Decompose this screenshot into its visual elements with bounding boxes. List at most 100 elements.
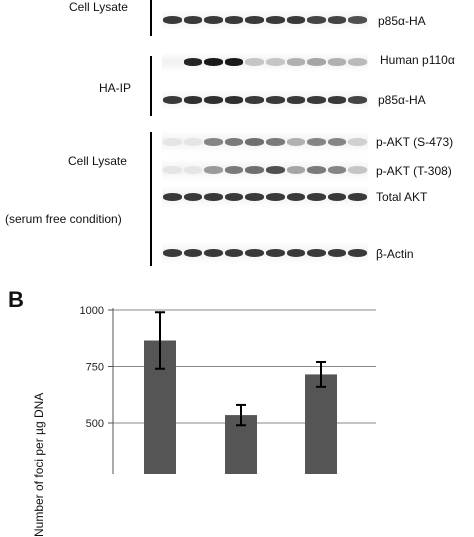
blot-band bbox=[163, 193, 182, 201]
blot-label-p85-ip: p85α-HA bbox=[378, 93, 426, 107]
blot-label-total-akt: Total AKT bbox=[376, 190, 428, 204]
group-label-cell-lysate-bottom: Cell Lysate bbox=[68, 154, 127, 168]
blot-band bbox=[327, 138, 347, 146]
blot-band bbox=[163, 16, 182, 24]
blot-band bbox=[286, 249, 306, 257]
blot-band bbox=[286, 193, 306, 201]
blot-band bbox=[348, 249, 367, 257]
blot-band bbox=[245, 16, 264, 24]
blot-band bbox=[286, 96, 306, 104]
blot-band bbox=[224, 138, 244, 146]
blot-band bbox=[204, 138, 223, 146]
blot-label-pakt-t308: p-AKT (T-308) bbox=[376, 164, 452, 178]
blot-band bbox=[163, 138, 182, 146]
blot-band bbox=[245, 96, 264, 104]
blot-band bbox=[245, 249, 264, 257]
blot-band bbox=[224, 166, 244, 174]
blot-band bbox=[307, 193, 326, 201]
blot-band bbox=[204, 193, 223, 201]
blot-band bbox=[266, 249, 285, 257]
blot-band bbox=[266, 166, 285, 174]
group-label-serum-free: (serum free condition) bbox=[5, 212, 122, 226]
blot-band bbox=[183, 16, 203, 24]
bar-chart: 1000 750 500 bbox=[80, 305, 376, 474]
blot-band bbox=[327, 96, 347, 104]
blot-band bbox=[266, 58, 285, 66]
y-tick-label: 1000 bbox=[80, 305, 104, 317]
blot-band bbox=[163, 249, 182, 257]
blot-band bbox=[245, 193, 264, 201]
blot-band bbox=[307, 166, 326, 174]
blot-pakt-s473 bbox=[162, 131, 368, 153]
blot-band bbox=[307, 249, 326, 257]
blot-band bbox=[327, 16, 347, 24]
blot-band bbox=[224, 96, 244, 104]
blot-total-akt bbox=[162, 186, 368, 208]
blot-band bbox=[307, 58, 326, 66]
blot-band bbox=[348, 96, 367, 104]
blot-band bbox=[286, 58, 306, 66]
blot-band bbox=[224, 193, 244, 201]
blot-p85-lysate bbox=[162, 10, 368, 30]
blot-band bbox=[307, 16, 326, 24]
blot-band bbox=[183, 166, 203, 174]
blot-band bbox=[245, 138, 264, 146]
blot-band bbox=[224, 16, 244, 24]
blot-band bbox=[224, 249, 244, 257]
blot-band bbox=[327, 193, 347, 201]
blot-band bbox=[348, 193, 367, 201]
blot-band bbox=[204, 58, 223, 66]
panel-letter-b: B bbox=[8, 287, 24, 312]
blot-band bbox=[204, 96, 223, 104]
blot-band bbox=[307, 96, 326, 104]
bar bbox=[305, 374, 337, 474]
blot-band bbox=[183, 58, 203, 66]
blot-band bbox=[183, 138, 203, 146]
group-bracket-ha-ip bbox=[150, 56, 152, 116]
blot-background bbox=[162, 159, 368, 181]
blot-band bbox=[183, 193, 203, 201]
blot-band bbox=[348, 58, 367, 66]
blot-label-p85-lysate: p85α-HA bbox=[378, 14, 426, 28]
blot-label-pakt-s473: p-AKT (S-473) bbox=[376, 135, 454, 149]
blot-band bbox=[183, 249, 203, 257]
group-bracket-bottom bbox=[150, 132, 152, 266]
blot-background bbox=[162, 52, 368, 72]
blot-band bbox=[266, 96, 285, 104]
blot-background bbox=[162, 186, 368, 208]
group-label-ha-ip: HA-IP bbox=[99, 81, 132, 95]
blot-band bbox=[163, 96, 182, 104]
blot-label-actin: β-Actin bbox=[376, 247, 414, 261]
blot-pakt-t308 bbox=[162, 159, 368, 181]
blot-p110 bbox=[162, 52, 368, 72]
blot-actin bbox=[162, 242, 368, 264]
blot-label-p110: Human p110α bbox=[380, 53, 455, 67]
blot-band bbox=[224, 58, 244, 66]
blot-band bbox=[266, 138, 285, 146]
group-bracket-top bbox=[150, 0, 152, 36]
blot-band bbox=[266, 193, 285, 201]
blot-band bbox=[183, 96, 203, 104]
blot-band bbox=[348, 166, 367, 174]
y-tick-label: 500 bbox=[86, 418, 104, 430]
blot-band bbox=[245, 166, 264, 174]
group-label-cell-lysate-top: Cell Lysate bbox=[69, 0, 128, 14]
blot-p85-ip bbox=[162, 90, 368, 110]
blot-band bbox=[163, 166, 182, 174]
blot-background bbox=[162, 90, 368, 110]
blot-band bbox=[348, 138, 367, 146]
blot-background bbox=[162, 242, 368, 264]
blot-band bbox=[327, 166, 347, 174]
blot-background bbox=[162, 10, 368, 30]
blot-band bbox=[204, 16, 223, 24]
blot-band bbox=[327, 249, 347, 257]
blot-band bbox=[348, 16, 367, 24]
y-tick-label: 750 bbox=[86, 362, 104, 374]
blot-band bbox=[204, 249, 223, 257]
blot-band bbox=[266, 16, 285, 24]
blot-band bbox=[204, 166, 223, 174]
blot-band bbox=[245, 58, 264, 66]
blot-band bbox=[307, 138, 326, 146]
blot-band bbox=[286, 138, 306, 146]
blot-band bbox=[286, 16, 306, 24]
